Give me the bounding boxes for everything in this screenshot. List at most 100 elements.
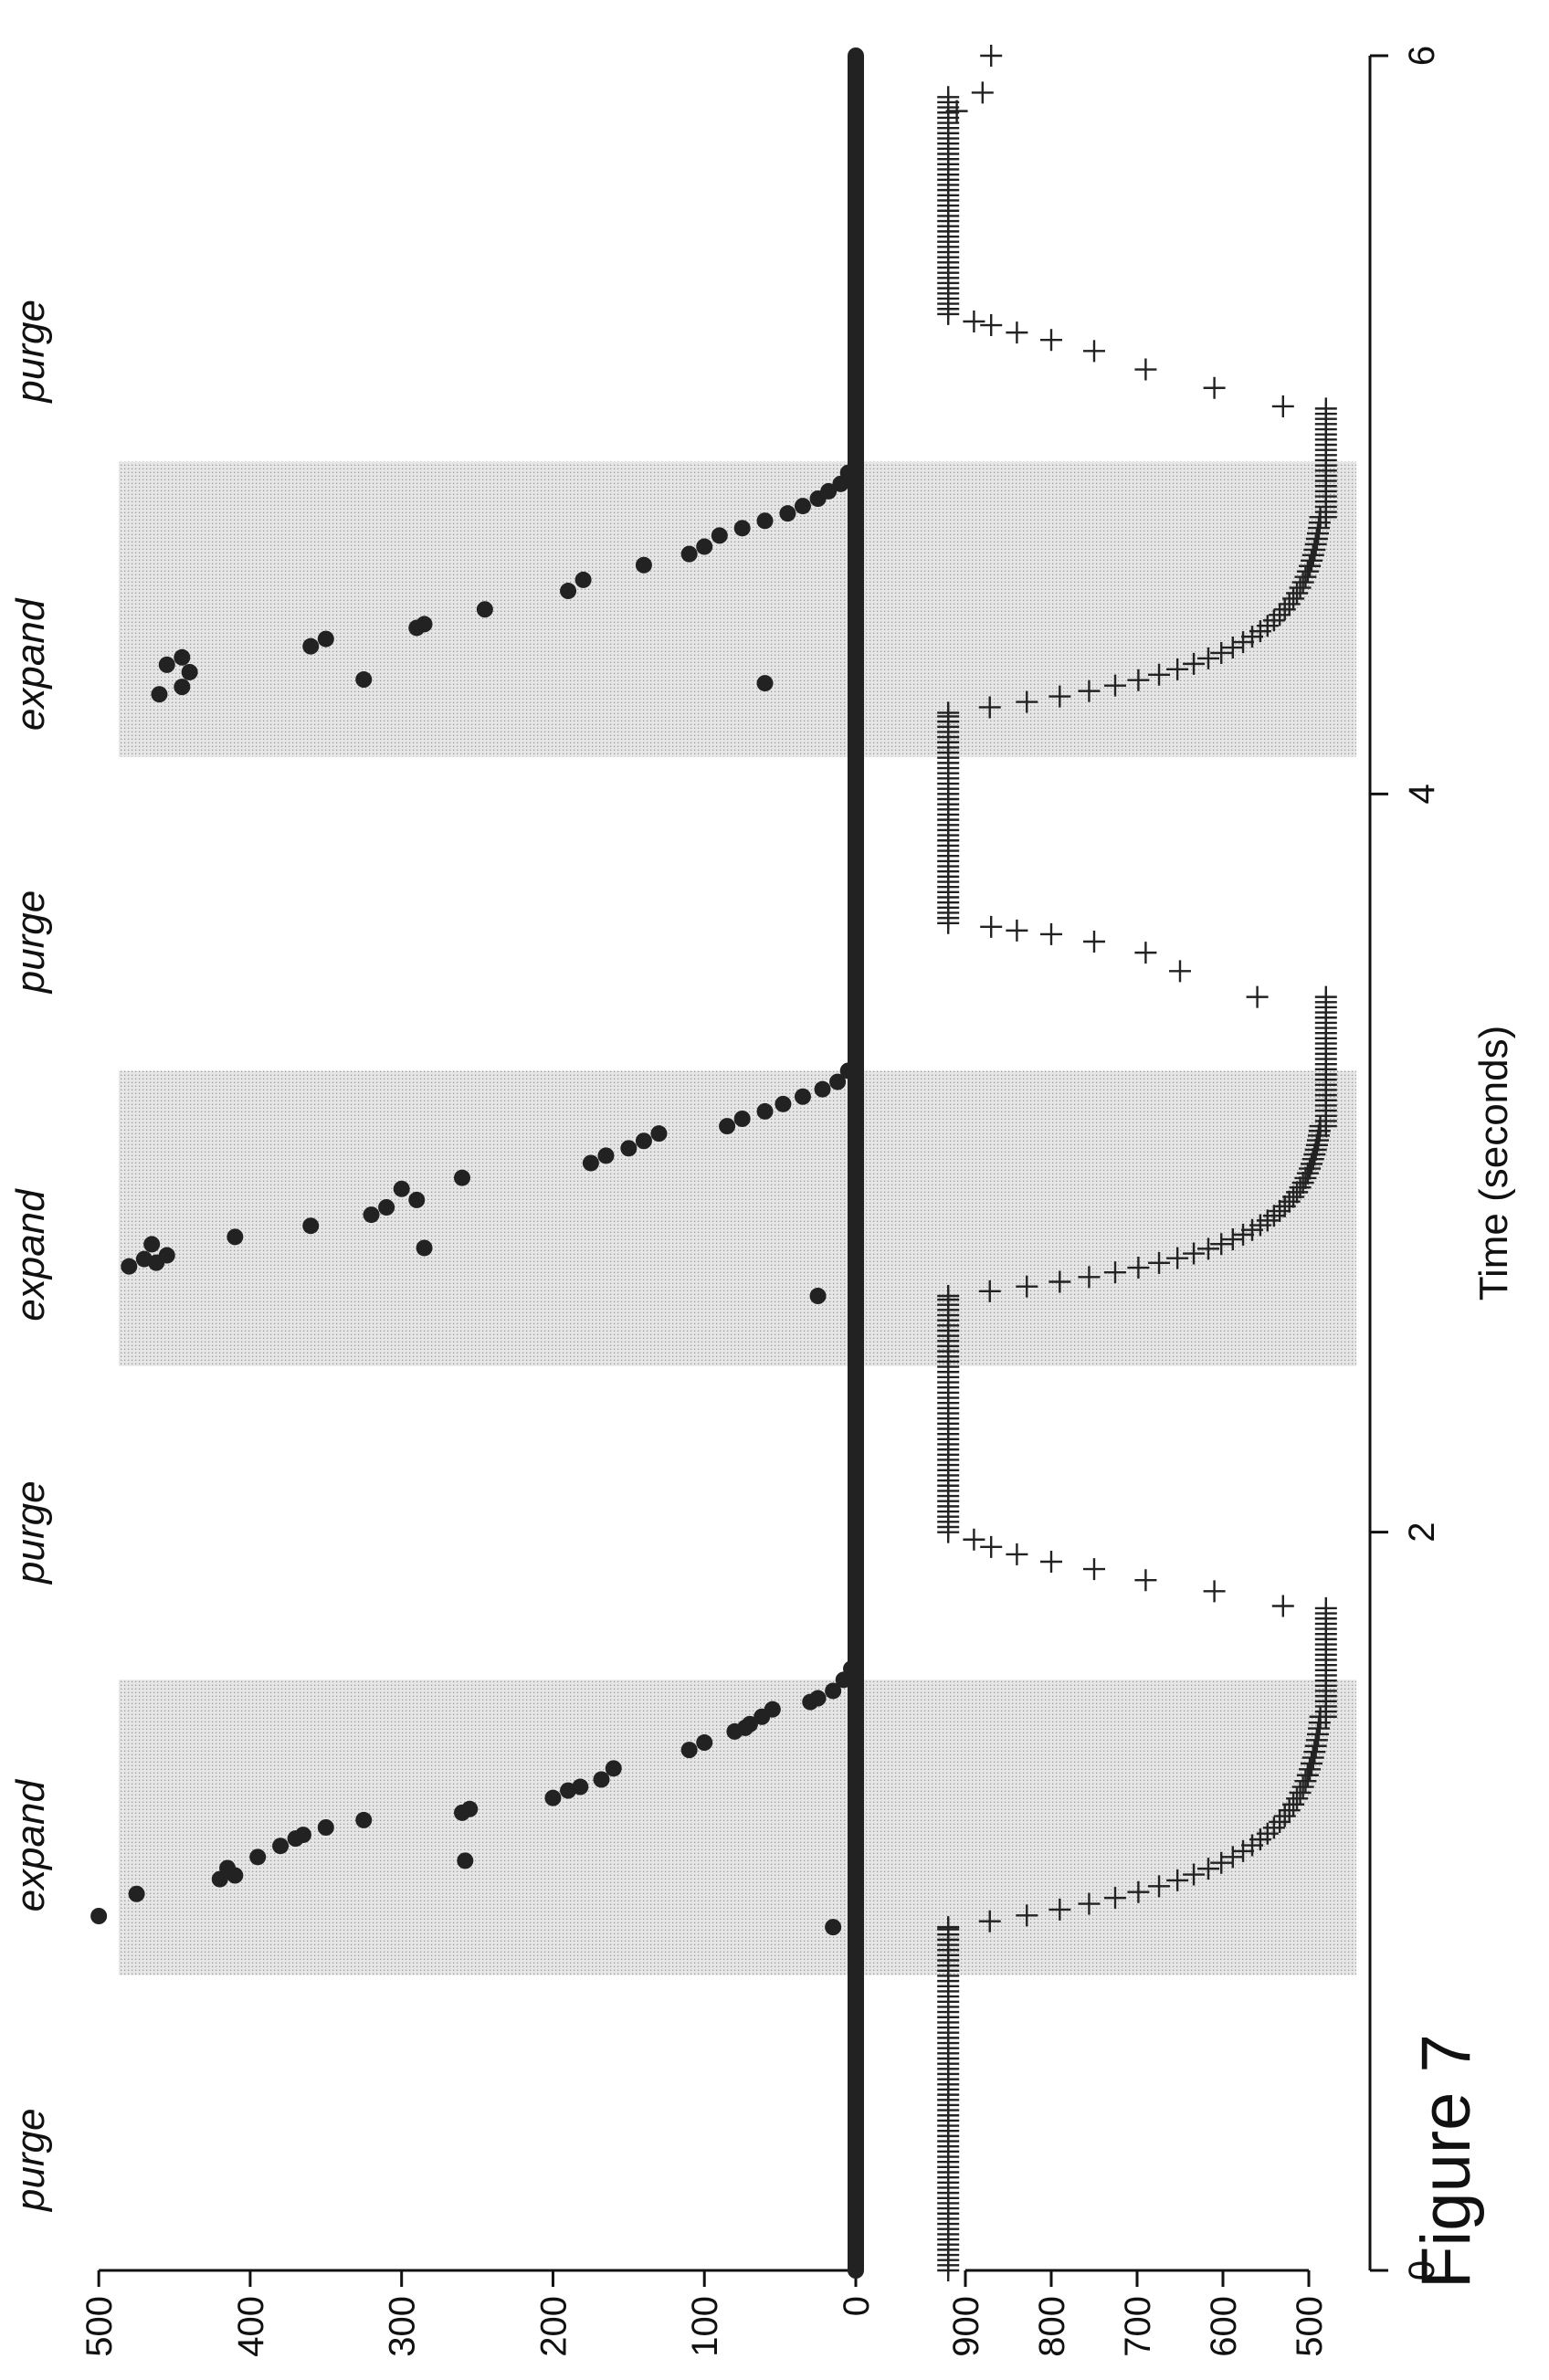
pressure-point <box>1301 1148 1324 1171</box>
pressure-point <box>1303 1143 1326 1166</box>
time-tick-label: 2 <box>1402 1522 1442 1543</box>
counts-point <box>829 1073 847 1090</box>
counts-tick-label: 500 <box>79 2296 120 2357</box>
pressure-point <box>1166 658 1189 680</box>
counts-tick-label: 200 <box>533 2296 574 2357</box>
pressure-point <box>1221 637 1244 659</box>
pressure-point <box>1314 1596 1337 1619</box>
pressure-point <box>1104 1887 1126 1910</box>
pressure-point <box>1301 543 1324 566</box>
pressure-point <box>1210 641 1233 664</box>
pressure-point <box>1269 1810 1291 1833</box>
pressure-point <box>1304 1138 1327 1161</box>
pressure-point <box>1048 1898 1071 1921</box>
pressure-point <box>1269 1200 1291 1223</box>
counts-point <box>151 686 168 703</box>
pressure-point <box>971 81 994 104</box>
counts-point <box>809 1288 827 1304</box>
pressure-point <box>1294 1770 1317 1793</box>
counts-point <box>843 1660 860 1678</box>
counts-point <box>461 1800 479 1817</box>
pressure-point <box>937 1916 960 1939</box>
counts-point <box>249 1848 267 1866</box>
counts-point <box>825 1682 842 1700</box>
counts-point <box>825 1919 842 1936</box>
pressure-point <box>1048 1270 1071 1293</box>
pressure-point <box>1016 1275 1038 1298</box>
pressure-point <box>1304 1734 1327 1757</box>
counts-point <box>733 1111 751 1127</box>
counts-point <box>572 1778 589 1796</box>
counts-point <box>774 1095 792 1112</box>
pressure-point <box>1006 919 1028 942</box>
counts-point <box>620 1140 638 1157</box>
pressure-point <box>963 311 985 332</box>
pressure-point <box>1309 1115 1332 1138</box>
counts-point <box>90 1908 108 1924</box>
counts-point <box>363 1206 380 1224</box>
pressure-point <box>1183 1863 1206 1886</box>
pressure-point <box>1294 565 1317 588</box>
pressure-point <box>1294 1166 1317 1189</box>
counts-point <box>317 630 334 648</box>
pressure-point <box>1197 1237 1219 1260</box>
phase-label: purge <box>8 2108 53 2213</box>
pressure-point <box>1040 922 1062 945</box>
figure-caption: Figure 7 <box>1407 2034 1485 2289</box>
pressure-point <box>980 45 1003 67</box>
pressure-point <box>1278 1799 1301 1822</box>
pressure-point <box>937 701 960 724</box>
pressure-point <box>1078 1892 1101 1915</box>
time-tick-label: 4 <box>1402 784 1442 804</box>
pressure-point <box>1273 1195 1296 1217</box>
counts-point <box>378 1199 395 1216</box>
counts-point <box>597 1147 615 1164</box>
pressure-point <box>1296 1764 1319 1786</box>
pressure-point <box>1040 329 1062 352</box>
pressure-point <box>1169 960 1191 983</box>
counts-point <box>302 1217 320 1235</box>
pressure-point <box>1221 1228 1244 1251</box>
counts-point <box>416 1239 433 1257</box>
pressure-point <box>980 915 1003 938</box>
pressure-point <box>980 1535 1003 1558</box>
pressure-tick-label: 600 <box>1204 2296 1244 2357</box>
pressure-point <box>1299 554 1322 577</box>
counts-point <box>416 616 433 633</box>
counts-point <box>272 1838 290 1855</box>
pressure-point <box>1301 1752 1323 1774</box>
pressure-point <box>1006 1543 1028 1565</box>
pressure-point <box>1083 340 1105 363</box>
pressure-point <box>1289 576 1312 599</box>
counts-point <box>476 601 493 618</box>
pressure-tick-label: 500 <box>1290 2296 1330 2357</box>
counts-point <box>814 1080 831 1098</box>
pressure-point <box>1304 532 1327 555</box>
pressure-point <box>1246 985 1269 1008</box>
counts-point <box>719 1118 736 1135</box>
pressure-point <box>1197 1858 1219 1880</box>
counts-point <box>457 1852 474 1869</box>
counts-point <box>121 1258 138 1275</box>
counts-point <box>696 538 713 555</box>
counts-point <box>635 556 652 574</box>
pressure-point <box>1301 549 1323 572</box>
counts-point <box>128 1885 145 1902</box>
pressure-point <box>1296 560 1319 583</box>
counts-point <box>174 648 191 666</box>
pressure-point <box>1016 690 1038 713</box>
counts-point <box>605 1760 622 1777</box>
pressure-tick-label: 800 <box>1032 2296 1072 2357</box>
pressure-point <box>1286 1181 1309 1204</box>
counts-point <box>741 1715 758 1732</box>
pressure-point <box>1148 663 1171 686</box>
pressure-point <box>1134 942 1157 964</box>
pressure-point <box>1303 1741 1326 1764</box>
counts-point <box>560 583 577 600</box>
pressure-point <box>1301 1746 1324 1769</box>
phase-label: expand <box>8 1779 53 1912</box>
pressure-point <box>1269 604 1291 627</box>
counts-point <box>355 671 373 689</box>
